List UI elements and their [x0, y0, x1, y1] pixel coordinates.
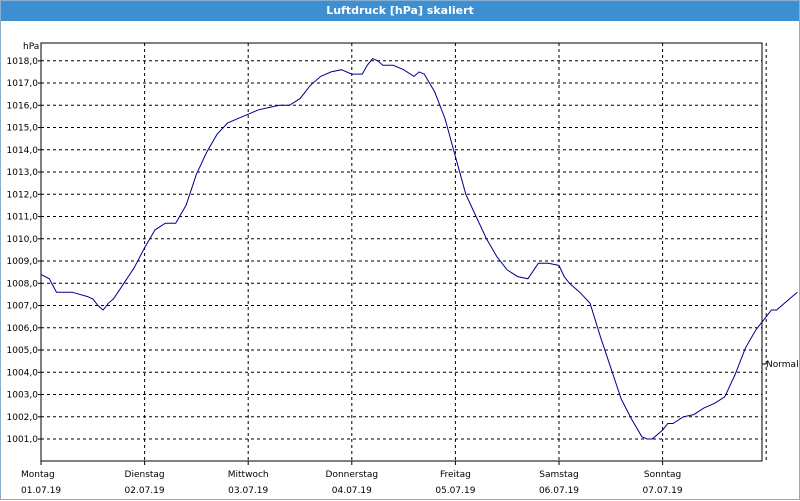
y-tick-label: 1011,0 [7, 213, 39, 223]
series-line [40, 57, 798, 440]
y-tick-label: 1004,0 [7, 368, 39, 378]
x-tick-day-label: Donnerstag [326, 470, 379, 480]
y-tick-label: 1002,0 [7, 413, 39, 423]
x-tick-day-label: Mittwoch [228, 470, 269, 480]
y-tick-label: 1007,0 [7, 302, 39, 312]
x-tick-date-label: 03.07.19 [228, 486, 268, 496]
y-tick-label: 1005,0 [7, 346, 39, 356]
x-tick-date-label: 04.07.19 [332, 486, 372, 496]
x-tick-day-label: Samstag [539, 470, 578, 480]
x-axis-ticks: Montag 01.07.19 Dienstag 02.07.19 Mittwoch 03… [21, 461, 683, 496]
y-tick-label: 1001,0 [7, 435, 39, 445]
x-tick-day-label: Dienstag [125, 470, 165, 480]
grid [41, 43, 767, 461]
x-tick-date-label: 06.07.19 [539, 486, 579, 496]
x-tick-date-label: 01.07.19 [21, 486, 61, 496]
y-tick-label: 1010,0 [7, 235, 39, 245]
y-tick-label: 1009,0 [7, 257, 39, 267]
x-tick-date-label: 05.07.19 [435, 486, 475, 496]
x-tick-day-label: Freitag [440, 470, 471, 480]
x-tick-day-label: Montag [21, 470, 55, 480]
y-tick-label: 1012,0 [7, 190, 39, 200]
plot-frame [40, 42, 763, 462]
y-axis-unit-label: hPa [23, 42, 39, 52]
y-tick-label: 1013,0 [7, 168, 39, 178]
y-tick-label: 1015,0 [7, 124, 39, 134]
series: Normal [40, 57, 799, 440]
y-tick-label: 1006,0 [7, 324, 39, 334]
y-tick-label: 1008,0 [7, 279, 39, 289]
x-tick-day-label: Sonntag [644, 470, 681, 480]
y-tick-label: 1017,0 [7, 79, 39, 89]
y-tick-label: 1018,0 [7, 57, 39, 67]
window-title: Luftdruck [hPa] skaliert [1, 1, 799, 21]
y-tick-label: 1014,0 [7, 146, 39, 156]
y-tick-label: 1003,0 [7, 391, 39, 401]
y-axis-ticks: 1001,0 1002,0 1003,0 1004,0 1005,0 1006,0 1007… [7, 57, 41, 445]
x-tick-date-label: 07.07.19 [643, 486, 683, 496]
y-tick-label: 1016,0 [7, 101, 39, 111]
x-tick-date-label: 02.07.19 [125, 486, 165, 496]
legend-label: Normal [766, 360, 799, 370]
